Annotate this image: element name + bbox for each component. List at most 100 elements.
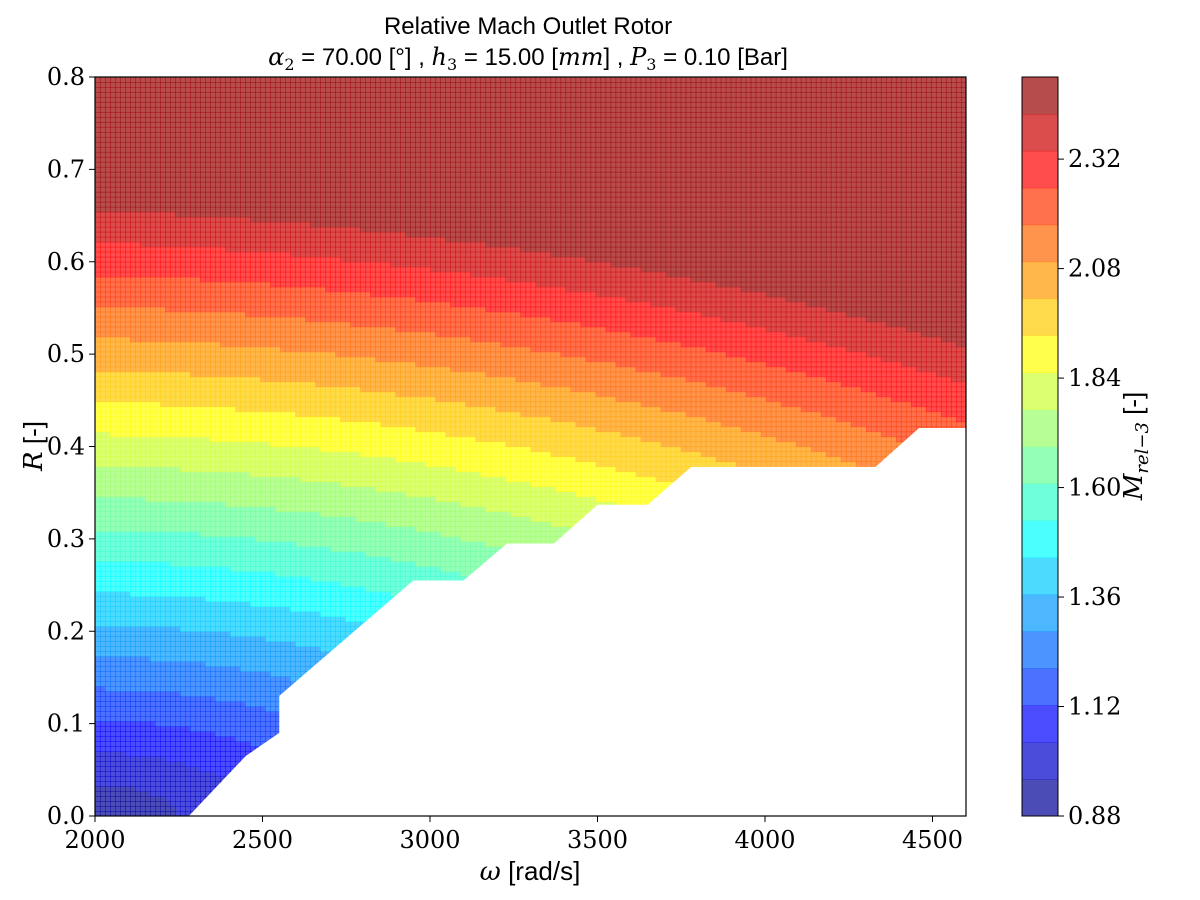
- contour-cell: [200, 256, 206, 263]
- contour-cell: [105, 146, 111, 153]
- contour-cell: [135, 701, 141, 707]
- contour-cell: [175, 526, 181, 532]
- contour-cell: [160, 666, 166, 672]
- contour-cell: [145, 256, 151, 263]
- contour-cell: [185, 731, 191, 737]
- contour-cell: [185, 676, 191, 682]
- contour-cell: [160, 156, 166, 163]
- contour-cell: [115, 396, 121, 403]
- contour-cell: [255, 276, 261, 283]
- contour-cell: [210, 696, 216, 702]
- contour-cell: [230, 486, 236, 493]
- contour-cell: [155, 141, 161, 148]
- contour-cell: [130, 321, 136, 328]
- contour-cell: [225, 326, 231, 333]
- contour-cell: [235, 111, 241, 118]
- contour-cell: [130, 296, 136, 303]
- contour-cell: [190, 721, 196, 727]
- contour-cell: [160, 771, 166, 777]
- contour-cell: [195, 506, 201, 513]
- contour-cell: [155, 291, 161, 298]
- contour-cell: [140, 616, 146, 622]
- contour-cell: [175, 371, 181, 378]
- contour-cell: [140, 561, 146, 567]
- contour-cell: [250, 346, 256, 353]
- contour-cell: [155, 811, 161, 816]
- contour-cell: [235, 711, 241, 717]
- contour-cell: [155, 501, 161, 508]
- contour-cell: [180, 746, 186, 752]
- contour-cell: [195, 431, 201, 438]
- contour-cell: [180, 706, 186, 712]
- contour-cell: [235, 466, 241, 473]
- contour-cell: [165, 191, 171, 198]
- contour-cell: [225, 721, 231, 727]
- contour-cell: [125, 436, 131, 443]
- contour-cell: [170, 666, 176, 672]
- contour-cell: [200, 266, 206, 273]
- contour-cell: [230, 386, 236, 393]
- contour-cell: [105, 676, 111, 682]
- contour-cell: [220, 636, 226, 642]
- contour-cell: [220, 696, 226, 702]
- contour-cell: [225, 646, 231, 652]
- contour-cell: [170, 796, 176, 802]
- contour-cell: [225, 761, 231, 767]
- contour-cell: [120, 506, 126, 513]
- contour-cell: [225, 126, 231, 133]
- contour-cell: [130, 706, 136, 712]
- contour-cell: [260, 466, 266, 473]
- contour-cell: [260, 556, 266, 562]
- contour-cell: [145, 681, 151, 687]
- contour-cell: [100, 226, 106, 233]
- contour-cell: [230, 86, 236, 93]
- contour-cell: [95, 591, 101, 597]
- contour-cell: [150, 631, 156, 637]
- contour-cell: [115, 281, 121, 288]
- contour-cell: [110, 666, 116, 672]
- contour-cell: [220, 481, 226, 488]
- contour-cell: [210, 216, 216, 223]
- contour-cell: [260, 716, 266, 722]
- contour-cell: [220, 77, 226, 83]
- contour-cell: [205, 386, 211, 393]
- contour-cell: [130, 136, 136, 143]
- contour-cell: [210, 641, 216, 647]
- contour-cell: [250, 646, 256, 652]
- contour-cell: [220, 231, 226, 238]
- contour-cell: [100, 246, 106, 253]
- contour-cell: [130, 566, 136, 572]
- contour-cell: [155, 121, 161, 128]
- contour-cell: [140, 371, 146, 378]
- contour-cell: [175, 286, 181, 293]
- contour-cell: [135, 111, 141, 118]
- contour-cell: [240, 376, 246, 383]
- contour-cell: [165, 316, 171, 323]
- contour-cell: [180, 306, 186, 313]
- contour-cell: [230, 676, 236, 682]
- contour-cell: [145, 121, 151, 128]
- contour-cell: [125, 746, 131, 752]
- contour-cell: [150, 726, 156, 732]
- contour-cell: [165, 286, 171, 293]
- contour-cell: [185, 631, 191, 637]
- contour-cell: [110, 661, 116, 667]
- contour-cell: [255, 316, 261, 323]
- contour-cell: [150, 161, 156, 168]
- contour-cell: [185, 156, 191, 163]
- contour-cell: [180, 266, 186, 273]
- contour-cell: [175, 516, 181, 522]
- contour-cell: [155, 716, 161, 722]
- contour-cell: [175, 336, 181, 343]
- contour-cell: [170, 671, 176, 677]
- contour-cell: [175, 681, 181, 687]
- contour-cell: [190, 86, 196, 93]
- contour-cell: [135, 656, 141, 662]
- contour-cell: [175, 211, 181, 218]
- contour-cell: [120, 361, 126, 368]
- contour-cell: [105, 81, 111, 88]
- contour-cell: [250, 386, 256, 393]
- contour-cell: [115, 316, 121, 323]
- contour-cell: [205, 466, 211, 473]
- contour-cell: [170, 176, 176, 183]
